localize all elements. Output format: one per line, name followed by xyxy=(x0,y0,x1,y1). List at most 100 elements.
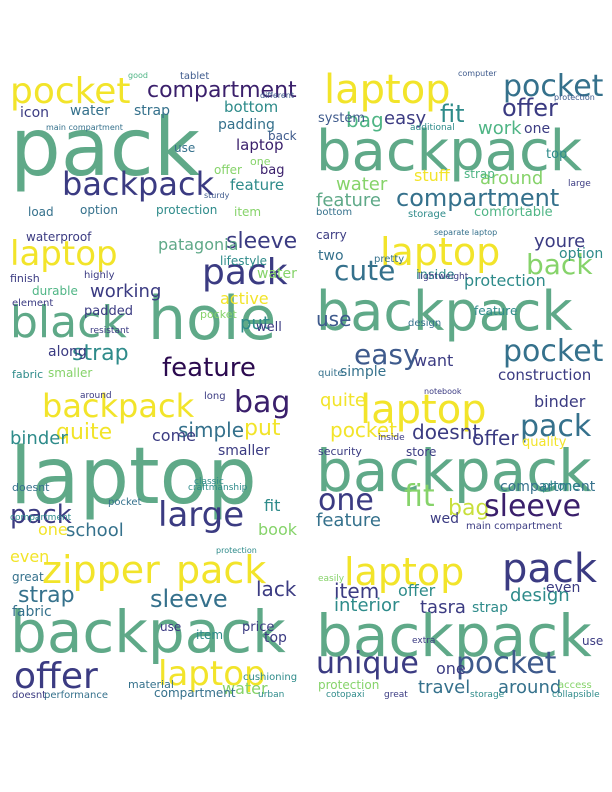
cloud-word: backpack xyxy=(316,437,592,505)
cloud-word: cute xyxy=(334,254,396,287)
cloud-word: long xyxy=(204,391,226,402)
cloud-word: quite xyxy=(320,390,366,411)
cloud-word: urban xyxy=(258,690,285,700)
cloud-word: feature xyxy=(230,176,285,194)
wordcloud-6: laptop binder quite pocket doesnt pack o… xyxy=(314,386,604,543)
cloud-word: top xyxy=(546,147,568,162)
cloud-word: quite xyxy=(56,420,113,445)
cloud-word: large xyxy=(568,179,591,189)
cloud-word: backpack xyxy=(316,119,583,184)
cloud-word: pack xyxy=(176,548,267,592)
cloud-word: water xyxy=(336,174,388,195)
cloud-word: computer xyxy=(458,69,497,78)
cloud-word: laptop xyxy=(360,387,487,433)
cloud-word: lifestyle xyxy=(220,254,268,268)
cloud-word: binder xyxy=(534,392,586,411)
cloud-word: compartment xyxy=(147,78,297,103)
cloud-word: stuff xyxy=(414,166,450,185)
cloud-word: feature xyxy=(162,353,256,383)
cloud-word: pocket xyxy=(503,69,604,104)
cloud-word: great xyxy=(384,690,408,700)
cloud-word: doesnt xyxy=(412,420,481,444)
cloud-word: strap xyxy=(18,583,75,608)
cloud-word: feature xyxy=(474,304,518,318)
cloud-word: performance xyxy=(44,690,109,701)
cloud-word: backpack xyxy=(316,602,592,670)
cloud-word: cotopaxi xyxy=(326,690,365,700)
cloud-word: come xyxy=(152,426,197,445)
cloud-word: pocket xyxy=(108,497,142,508)
cloud-word: backpack xyxy=(316,280,573,343)
cloud-word: pack xyxy=(502,546,598,592)
cloud-word: padding xyxy=(218,117,275,133)
cloud-word: element xyxy=(12,298,54,309)
wordcloud-2: laptop pocket backpack offer fit bag eas… xyxy=(314,68,604,225)
cloud-word: resistant xyxy=(90,326,130,336)
cloud-word: one xyxy=(318,483,374,518)
cloud-word: pocket xyxy=(456,646,557,681)
cloud-word: easy xyxy=(354,338,420,371)
cloud-word: zipper xyxy=(42,548,160,592)
cloud-word: pack xyxy=(10,500,72,530)
cloud-word: pocket xyxy=(10,71,131,112)
cloud-word: item xyxy=(334,579,380,603)
cloud-word: compartment xyxy=(10,513,72,523)
cloud-word: protection xyxy=(464,271,546,290)
cloud-word: storage xyxy=(408,209,446,220)
cloud-word: offer xyxy=(14,656,98,697)
cloud-word: craftmanship xyxy=(188,483,248,493)
cloud-word: load xyxy=(28,205,54,219)
cloud-word: offer xyxy=(214,163,242,177)
cloud-word: storage xyxy=(470,690,505,700)
cloud-word: laptop xyxy=(344,550,465,594)
cloud-word: compartment xyxy=(396,184,560,212)
cloud-word: wed xyxy=(430,511,459,527)
cloud-word: pack xyxy=(10,101,201,194)
cloud-word: strap xyxy=(472,600,509,616)
cloud-word: laptop xyxy=(158,654,266,694)
cloud-word: around xyxy=(80,391,112,401)
cloud-word: comfortable xyxy=(474,205,553,220)
cloud-word: doesnt xyxy=(12,690,47,701)
cloud-word: highly xyxy=(84,270,115,281)
cloud-word: smaller xyxy=(218,443,270,459)
cloud-word: item xyxy=(234,205,262,219)
cloud-word: security xyxy=(318,445,362,458)
wordcloud-5: backpack bag quite simple put laptop bin… xyxy=(8,386,298,543)
cloud-word: patagonia xyxy=(158,235,239,254)
cloud-word: phone xyxy=(542,479,580,493)
cloud-word: fabric xyxy=(12,604,52,620)
cloud-word: back xyxy=(526,248,593,281)
cloud-word: put xyxy=(244,416,281,441)
cloud-word: feature xyxy=(316,190,381,211)
cloud-word: school xyxy=(66,520,124,541)
cloud-word: binder xyxy=(10,428,68,449)
cloud-word: system xyxy=(318,111,365,126)
cloud-word: use xyxy=(582,634,604,648)
cloud-word: lightweight xyxy=(418,272,469,282)
cloud-word: offer xyxy=(472,426,519,450)
cloud-word: strap xyxy=(72,341,129,366)
wordcloud-7: even zipper pack lack strap sleeve great… xyxy=(8,545,298,702)
cloud-word: laptop xyxy=(10,432,257,522)
cloud-word: lack xyxy=(256,577,297,601)
cloud-word: bottom xyxy=(316,207,353,218)
cloud-word: youre xyxy=(534,231,586,252)
cloud-word: bag xyxy=(346,108,384,132)
cloud-word: inside xyxy=(378,433,405,443)
cloud-word: one xyxy=(38,520,68,539)
cloud-word: separate laptop xyxy=(434,228,498,237)
cloud-word: interior xyxy=(334,595,400,616)
wordcloud-3: laptop sleeve pack waterproof patagonia … xyxy=(8,227,298,384)
cloud-word: sleeve xyxy=(484,489,582,524)
cloud-word: compartment xyxy=(154,686,236,700)
cloud-word: pretty xyxy=(374,254,405,265)
cloud-word: pocket xyxy=(330,418,397,442)
cloud-word: working xyxy=(90,281,162,302)
cloud-word: fabric xyxy=(12,368,44,381)
cloud-word: quality xyxy=(522,435,567,450)
cloud-word: waterproof xyxy=(26,230,92,244)
cloud-word: fit xyxy=(440,100,465,128)
cloud-word: one xyxy=(524,121,551,137)
cloud-word: water xyxy=(70,103,110,119)
